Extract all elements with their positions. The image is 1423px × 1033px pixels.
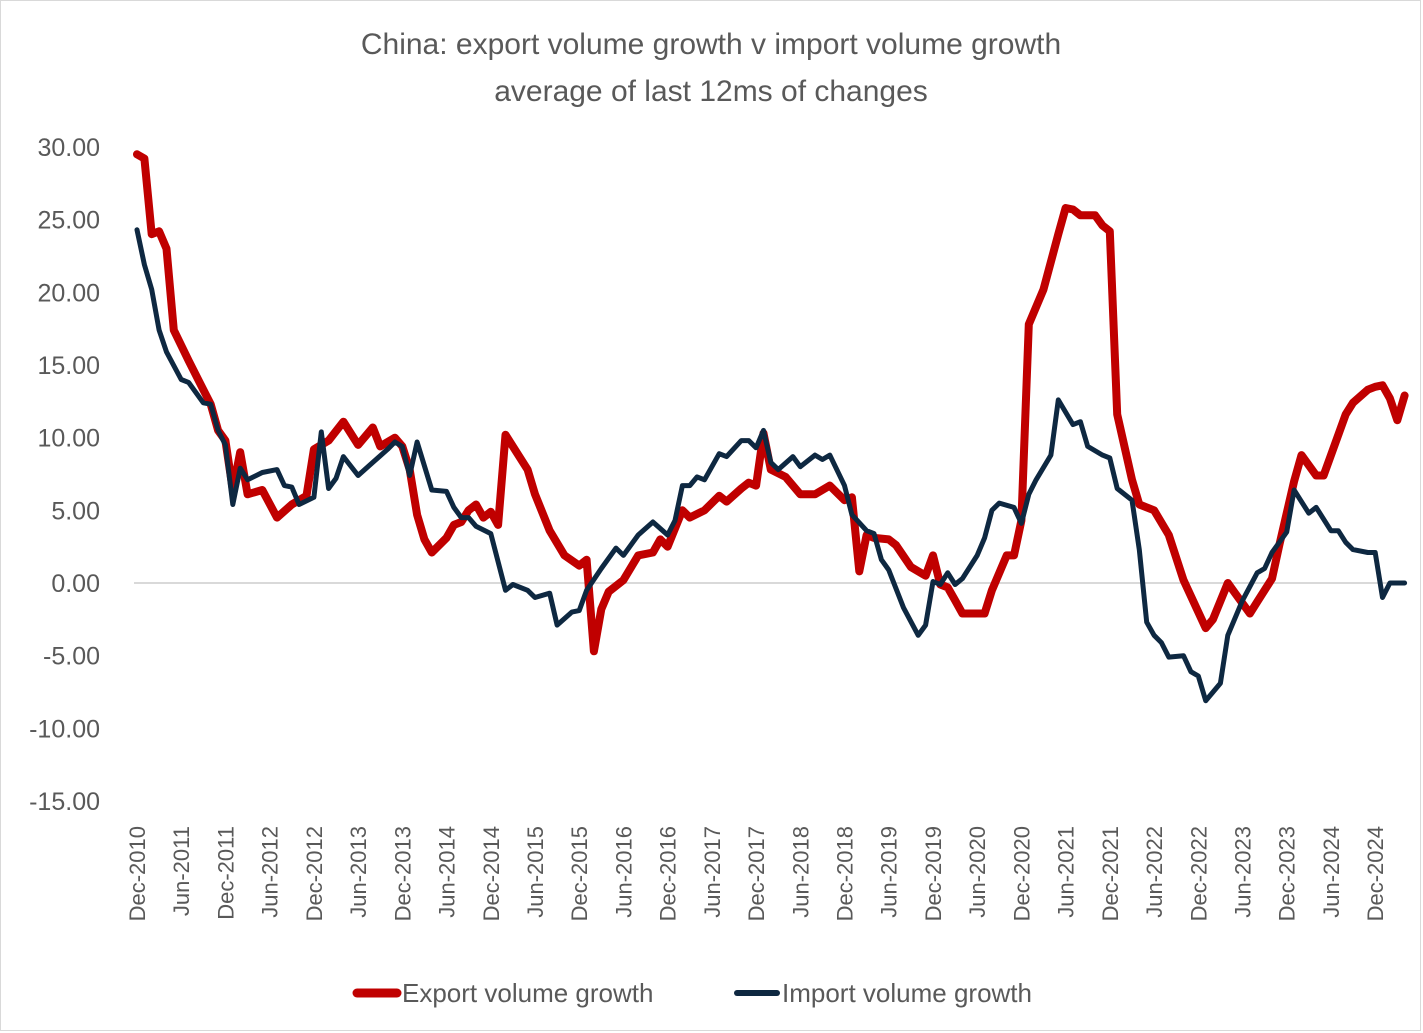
x-tick-label: Jun-2022 [1142, 826, 1167, 918]
x-tick-label: Dec-2013 [390, 826, 415, 921]
x-tick-label: Dec-2024 [1363, 826, 1388, 921]
x-tick-label: Dec-2010 [125, 826, 150, 921]
x-tick-label: Jun-2015 [523, 826, 548, 918]
x-tick-label: Dec-2014 [479, 826, 504, 921]
x-tick-label: Jun-2016 [611, 826, 636, 918]
y-tick-label: 20.00 [37, 279, 100, 307]
x-tick-label: Jun-2018 [788, 826, 813, 918]
series-layer [133, 150, 1409, 704]
x-tick-label: Dec-2012 [302, 826, 327, 921]
y-tick-label: -5.00 [43, 643, 100, 671]
x-tick-label: Dec-2019 [921, 826, 946, 921]
x-tick-label: Dec-2023 [1275, 826, 1300, 921]
x-tick-label: Jun-2017 [700, 826, 725, 918]
x-tick-label: Dec-2011 [213, 826, 238, 920]
x-tick-label: Jun-2021 [1054, 826, 1079, 918]
y-tick-label: -15.00 [29, 788, 100, 816]
legend-label-import: Import volume growth [782, 978, 1032, 1008]
x-tick-label: Dec-2020 [1009, 826, 1034, 921]
chart-title: China: export volume growth v import vol… [361, 28, 1061, 61]
x-tick-label: Jun-2011 [169, 826, 194, 916]
y-tick-label: 25.00 [37, 207, 100, 235]
export-volume-growth-line [133, 150, 1409, 656]
chart-subtitle: average of last 12ms of changes [494, 75, 928, 108]
x-tick-label: Dec-2017 [744, 826, 769, 921]
y-axis: 30.00 25.00 20.00 15.00 10.00 5.00 0.00 -5.00 -1… [29, 134, 100, 816]
y-tick-label: -10.00 [29, 715, 100, 743]
x-tick-label: Dec-2016 [656, 826, 681, 921]
y-tick-label: 5.00 [51, 497, 100, 525]
x-tick-label: Jun-2019 [877, 826, 902, 918]
x-tick-label: Dec-2015 [567, 826, 592, 921]
y-tick-label: 0.00 [51, 570, 100, 598]
x-axis: Dec-2010 Jun-2011 Dec-2011 Jun-2012 Dec-2012… [125, 826, 1388, 921]
legend-label-export: Export volume growth [402, 978, 653, 1008]
x-tick-label: Jun-2014 [435, 826, 460, 918]
y-tick-label: 15.00 [37, 352, 100, 380]
x-tick-label: Dec-2021 [1098, 826, 1123, 921]
legend: Export volume growth Import volume growth [352, 978, 1032, 1008]
y-tick-label: 30.00 [37, 134, 100, 162]
x-tick-label: Jun-2013 [346, 826, 371, 918]
x-tick-label: Jun-2020 [965, 826, 990, 918]
import-volume-growth-line [134, 227, 1408, 704]
x-tick-label: Jun-2024 [1319, 826, 1344, 918]
x-tick-label: Jun-2012 [258, 826, 283, 918]
x-tick-label: Dec-2018 [833, 826, 858, 921]
x-tick-label: Dec-2022 [1186, 826, 1211, 921]
y-tick-label: 10.00 [37, 425, 100, 453]
x-tick-label: Jun-2023 [1231, 826, 1256, 918]
